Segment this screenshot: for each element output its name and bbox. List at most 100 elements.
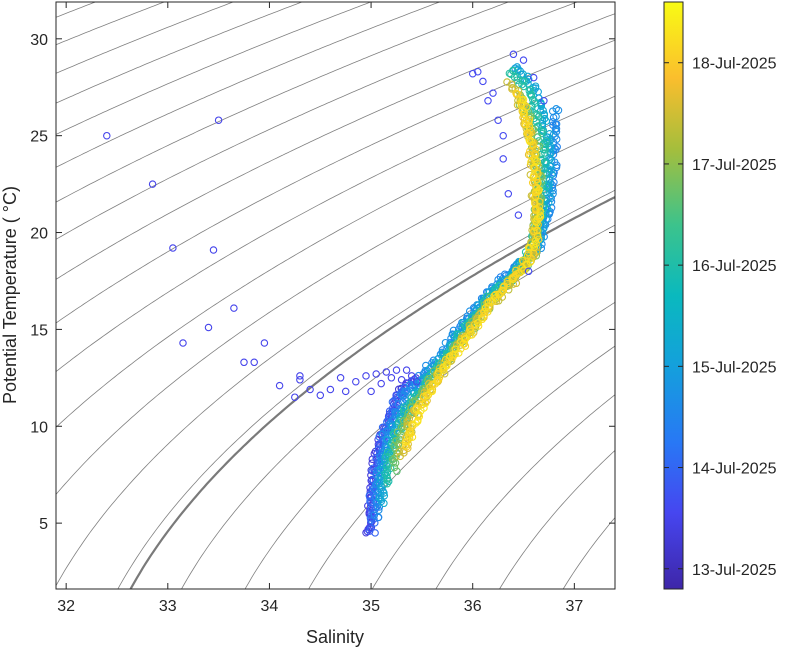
data-point [230,304,238,312]
data-point [546,142,555,150]
data-point [546,193,554,201]
data-point [390,463,399,472]
data-point [375,493,384,502]
data-point [525,87,534,95]
colorbar-tick-label: 16-Jul-2025 [692,258,777,275]
colorbar-tick-label: 13-Jul-2025 [692,562,777,579]
data-point [316,391,325,400]
data-point [383,476,391,484]
plot-frame [55,1,616,590]
data-point [387,374,396,382]
data-point [240,358,248,367]
x-tick-label: 33 [159,598,177,615]
data-point [534,179,542,187]
data-point [546,207,554,216]
data-point [402,366,411,374]
data-point [366,524,375,533]
x-tick-label: 35 [362,598,380,615]
data-point [522,103,531,111]
data-point [513,73,521,81]
data-point [406,381,414,389]
data-point [540,97,548,105]
data-point [352,377,360,386]
data-point [503,78,511,86]
data-point [465,325,474,334]
x-tick-label: 32 [57,598,75,615]
data-point [306,385,314,394]
data-point [536,207,544,216]
data-point [484,97,492,105]
isopycnal-line [56,2,166,46]
data-point [504,190,513,198]
plot-area [55,1,616,643]
data-point [148,180,157,188]
colorbar-tick-label: 18-Jul-2025 [692,56,777,73]
data-point [451,345,460,354]
isopycnal-line [56,2,97,18]
data-point [535,186,543,194]
data-point [371,485,379,494]
data-point [377,379,385,388]
y-tick-label: 10 [30,419,48,436]
data-point [341,387,350,396]
data-point [507,80,516,88]
data-point [392,437,400,445]
data-point [530,164,539,172]
isopycnal-line [56,13,615,280]
x-tick-label: 34 [261,598,279,615]
data-point [499,155,507,163]
data-point [372,454,380,462]
data-point [103,131,111,140]
data-point [474,322,483,330]
data-point [545,130,554,138]
data-point [400,449,408,457]
y-tick-label: 25 [30,129,48,146]
data-point [362,372,370,380]
data-point [260,339,269,347]
data-point [484,308,492,316]
data-point [513,76,521,84]
data-point [405,415,414,423]
data-point [390,441,398,450]
isopycnal-contours [56,2,615,643]
isopycnal-line [117,189,615,589]
data-point [534,169,542,178]
data-point [393,467,401,476]
data-point [526,85,535,94]
data-point [533,188,541,196]
data-point [336,374,345,382]
colorbar-tick-label: 15-Jul-2025 [692,359,777,376]
data-points [103,50,563,537]
data-point [372,370,380,378]
data-point [426,364,434,373]
data-point [536,211,544,220]
data-point [326,385,335,394]
data-point [508,83,517,92]
data-point [525,130,534,138]
data-point [524,248,533,257]
x-axis: 32 33 34 35 36 37 [57,2,583,615]
isopycnal-line [56,2,510,203]
y-tick-label: 30 [30,32,48,49]
data-point [525,115,534,124]
isopycnal-line [598,609,615,643]
data-point [373,502,382,511]
data-point [392,432,400,441]
data-point [533,218,541,227]
data-point [530,97,539,105]
data-point [209,246,218,254]
data-point [408,421,416,429]
data-point [402,387,411,395]
data-point [421,399,430,407]
data-point [468,69,477,78]
colorbar: 13-Jul-2025 14-Jul-2025 15-Jul-2025 16-Jul-… [663,1,777,590]
data-point [428,387,436,396]
data-point [403,413,411,421]
isopycnal-line [56,2,441,168]
isopycnal-line [435,394,615,589]
data-point [509,66,517,75]
data-point [545,153,553,162]
isopycnal-line [371,345,615,589]
data-point [413,377,421,386]
data-point [291,393,299,401]
